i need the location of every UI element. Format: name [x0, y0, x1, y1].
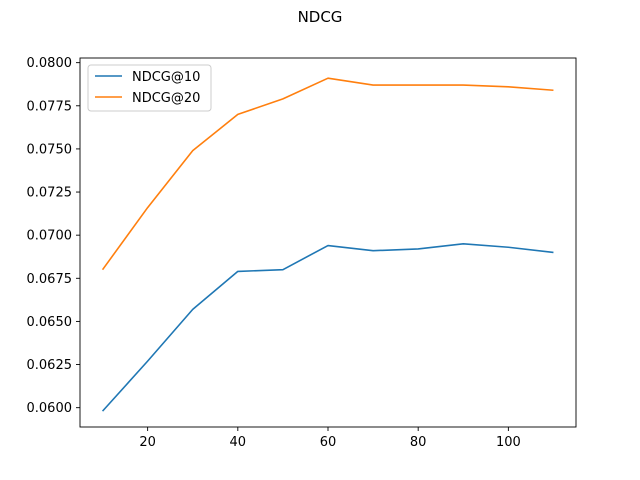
legend: NDCG@10 NDCG@20 — [87, 64, 212, 112]
x-tick-label: 20 — [139, 435, 156, 450]
axes-frame — [79, 57, 577, 428]
y-tick-label: 0.0650 — [27, 315, 73, 330]
legend-label-2: NDCG@20 — [132, 91, 200, 106]
axes: 20 40 60 80 100 0.0600 0.0625 0.0650 0.0675 0.070… — [27, 56, 577, 450]
y-tick-label: 0.0625 — [27, 358, 73, 373]
y-tick-label: 0.0725 — [27, 186, 73, 201]
y-tick-label: 0.0800 — [27, 56, 73, 71]
y-tick-label: 0.0700 — [27, 229, 73, 244]
plot-area — [101, 77, 554, 412]
x-tick-label: 40 — [230, 435, 247, 450]
y-tick-label: 0.0775 — [27, 99, 73, 114]
series-line-1 — [101, 242, 554, 412]
y-tick-label: 0.0675 — [27, 272, 73, 287]
series-line-2 — [101, 77, 554, 271]
x-tick-label: 80 — [410, 435, 427, 450]
x-tick-label: 60 — [320, 435, 337, 450]
x-tick-label: 100 — [496, 435, 521, 450]
chart-title: NDCG — [298, 8, 343, 26]
y-tick-label: 0.0750 — [27, 142, 73, 157]
legend-label-1: NDCG@10 — [132, 70, 200, 85]
y-tick-label: 0.0600 — [27, 401, 73, 416]
